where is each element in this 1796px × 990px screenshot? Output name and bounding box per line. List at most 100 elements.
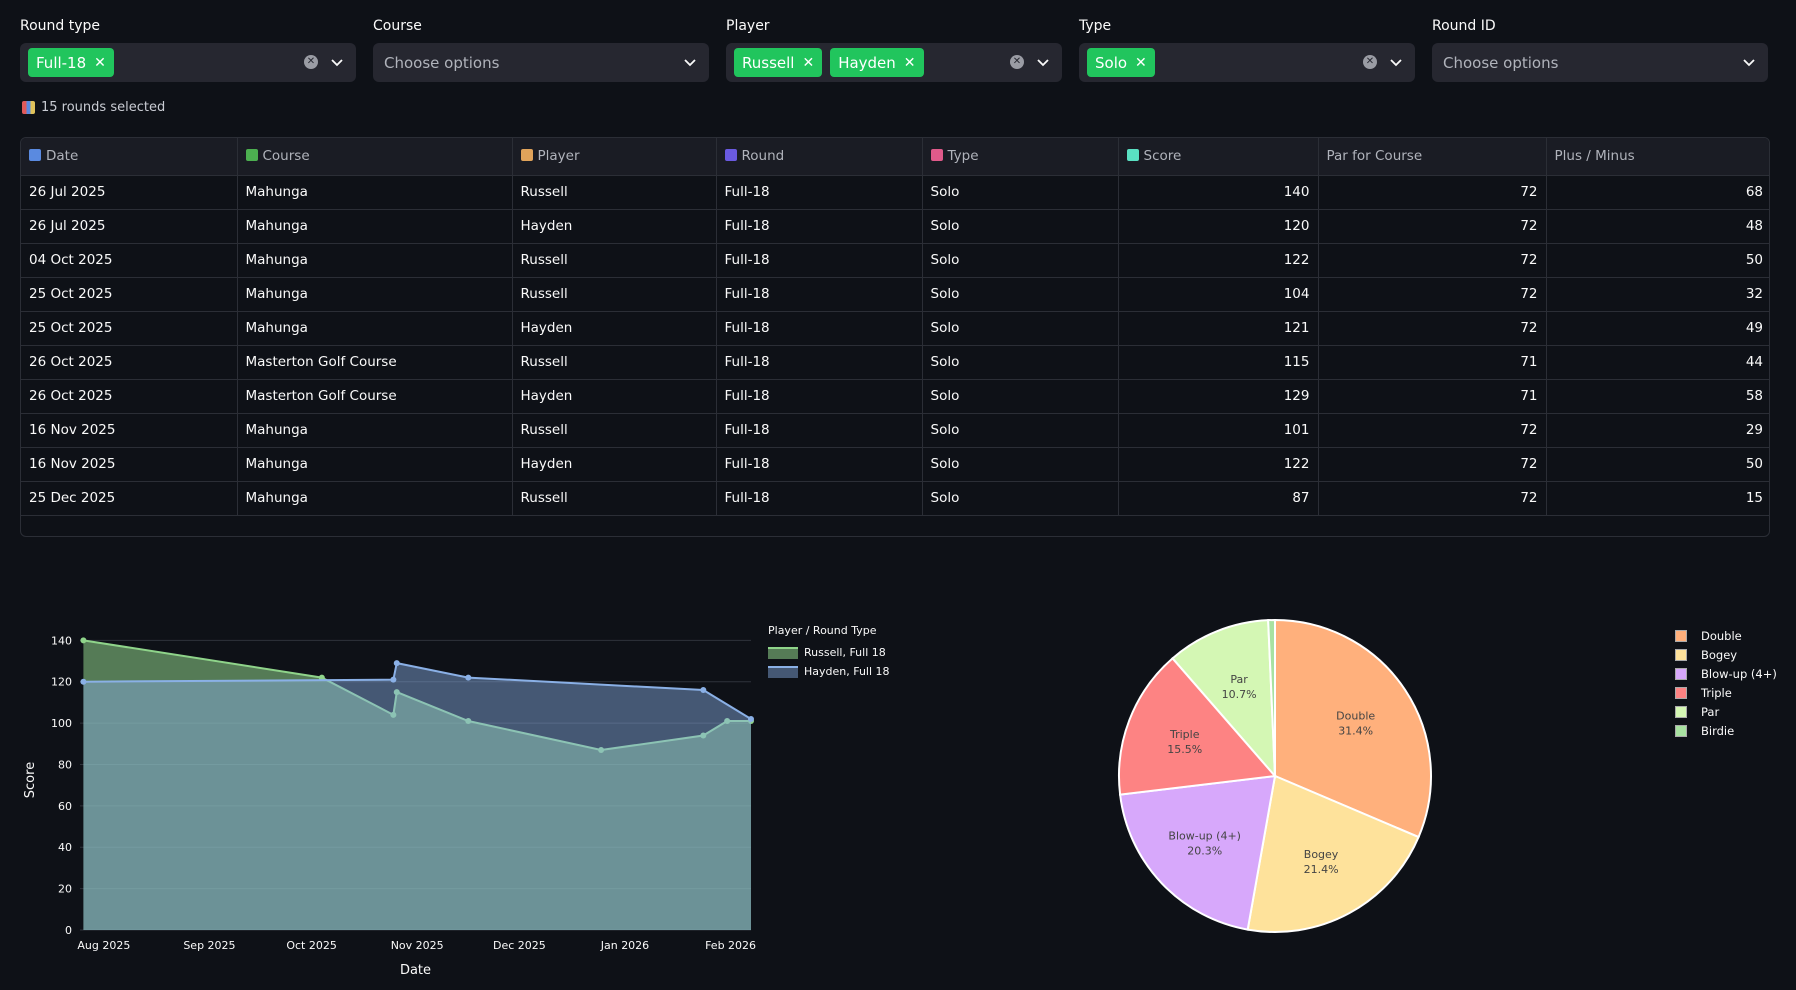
legend-item[interactable]: Birdie xyxy=(1675,721,1777,740)
chip-remove-icon[interactable]: ✕ xyxy=(903,54,916,71)
chevron-down-icon[interactable] xyxy=(1036,55,1050,69)
table-cell: 72 xyxy=(1318,209,1547,244)
table-cell: Russell xyxy=(512,175,717,210)
chip-label: Solo xyxy=(1095,53,1128,72)
table-row[interactable]: 25 Dec 2025 Mahunga Russell Full-18 Solo 87 72… xyxy=(21,481,1769,516)
table-cell: 26 Oct 2025 xyxy=(21,379,238,414)
legend-title: Player / Round Type xyxy=(768,624,877,637)
pie-slice[interactable] xyxy=(1267,618,1276,777)
column-header[interactable]: Type xyxy=(922,138,1119,176)
table-row[interactable]: 26 Jul 2025 Mahunga Hayden Full-18 Solo 120 72… xyxy=(21,209,1769,244)
pie-slice[interactable] xyxy=(1274,618,1432,839)
table-row[interactable]: 16 Nov 2025 Mahunga Russell Full-18 Solo 101 7… xyxy=(21,413,1769,448)
table-cell: Full-18 xyxy=(716,481,923,516)
legend-item[interactable]: Double xyxy=(1675,626,1777,645)
chip-remove-icon[interactable]: ✕ xyxy=(94,54,106,71)
series-point xyxy=(390,711,397,718)
legend-swatch xyxy=(1675,667,1687,680)
column-header[interactable]: Score xyxy=(1118,138,1319,176)
column-emoji-icon xyxy=(1126,149,1139,162)
chevron-down-icon[interactable] xyxy=(1742,55,1756,69)
legend-swatch xyxy=(1675,705,1687,718)
pie-slice[interactable] xyxy=(1118,656,1277,796)
column-header-label: Player xyxy=(537,148,580,165)
column-header[interactable]: Date xyxy=(21,138,238,176)
x-tick-label: Feb 2026 xyxy=(705,939,756,952)
table-row[interactable]: 25 Oct 2025 Mahunga Hayden Full-18 Solo 121 72… xyxy=(21,311,1769,346)
table-cell: Mahunga xyxy=(237,413,513,448)
select-placeholder: Choose options xyxy=(384,53,500,72)
legend-item[interactable]: Triple xyxy=(1675,683,1777,702)
table-cell: Mahunga xyxy=(237,447,513,482)
column-header[interactable]: Course xyxy=(237,138,513,176)
legend-item[interactable]: Bogey xyxy=(1675,645,1777,664)
column-header[interactable]: Plus / Minus xyxy=(1546,138,1769,176)
table-cell: Russell xyxy=(512,345,717,380)
multiselect-input[interactable]: Choose options xyxy=(1432,43,1768,82)
pie-slice[interactable] xyxy=(1171,619,1277,779)
pie-slice[interactable] xyxy=(1118,774,1277,931)
table-cell: Full-18 xyxy=(716,277,923,312)
selected-chip: Russell ✕ xyxy=(734,48,823,77)
table-row[interactable]: 26 Oct 2025 Masterton Golf Course Hayden Fu… xyxy=(21,379,1769,414)
column-header-label: Course xyxy=(262,148,310,165)
legend-item[interactable]: Blow-up (4+) xyxy=(1675,664,1777,683)
legend-item[interactable]: Hayden, Full 18 xyxy=(768,662,890,681)
table-cell: 44 xyxy=(1546,345,1769,380)
table-cell: 32 xyxy=(1546,277,1769,312)
legend-item[interactable]: Russell, Full 18 xyxy=(768,643,890,662)
column-header-label: Round xyxy=(741,148,785,165)
slice-percent: 10.7% xyxy=(1222,688,1257,701)
chevron-down-icon[interactable] xyxy=(683,55,697,69)
selected-chip: Full-18 ✕ xyxy=(28,48,114,77)
table-row[interactable]: 26 Oct 2025 Masterton Golf Course Russell F… xyxy=(21,345,1769,380)
column-header-label: Type xyxy=(947,148,979,165)
table-cell: 115 xyxy=(1118,345,1319,380)
table-cell: Hayden xyxy=(512,311,717,346)
table-cell: Solo xyxy=(922,379,1119,414)
series-area xyxy=(83,640,752,930)
table-row[interactable]: 04 Oct 2025 Mahunga Russell Full-18 Solo 122 7… xyxy=(21,243,1769,278)
x-tick-label: Dec 2025 xyxy=(493,939,546,952)
legend-item[interactable]: Par xyxy=(1675,702,1777,721)
table-cell: Mahunga xyxy=(237,209,513,244)
clear-icon[interactable]: ✕ xyxy=(1363,55,1377,69)
table-row[interactable]: 25 Oct 2025 Mahunga Russell Full-18 Solo 104 7… xyxy=(21,277,1769,312)
column-emoji-icon xyxy=(724,149,737,162)
clear-icon[interactable]: ✕ xyxy=(1010,55,1024,69)
table-cell: Masterton Golf Course xyxy=(237,379,513,414)
column-header[interactable]: Round xyxy=(716,138,923,176)
multiselect-input[interactable]: Choose options xyxy=(373,43,709,82)
filter-label: Round type xyxy=(20,18,101,34)
x-tick-label: Aug 2025 xyxy=(77,939,130,952)
chip-remove-icon[interactable]: ✕ xyxy=(802,54,815,71)
column-header-label: Date xyxy=(46,148,79,165)
line-chart-legend: Player / Round Type Russell, Full 18 Hayde… xyxy=(768,624,890,681)
table-cell: 122 xyxy=(1118,243,1319,278)
legend-swatch xyxy=(768,665,798,678)
pie-slice[interactable] xyxy=(1246,774,1420,933)
table-row[interactable]: 16 Nov 2025 Mahunga Hayden Full-18 Solo 122 72… xyxy=(21,447,1769,482)
column-header-label: Plus / Minus xyxy=(1554,148,1635,165)
table-cell: 121 xyxy=(1118,311,1319,346)
chip-remove-icon[interactable]: ✕ xyxy=(1135,54,1147,71)
multiselect-input[interactable]: Russell ✕ Hayden ✕ ✕ xyxy=(726,43,1062,82)
multiselect-input[interactable]: Full-18 ✕ ✕ xyxy=(20,43,356,82)
table-cell: Russell xyxy=(512,481,717,516)
table-row[interactable]: 26 Jul 2025 Mahunga Russell Full-18 Solo 140 7… xyxy=(21,175,1769,210)
legend-swatch xyxy=(1675,629,1687,642)
column-header[interactable]: Player xyxy=(512,138,717,176)
chevron-down-icon[interactable] xyxy=(330,55,344,69)
series-point xyxy=(80,678,87,685)
table-cell: 26 Jul 2025 xyxy=(21,209,238,244)
table-cell: 58 xyxy=(1546,379,1769,414)
table-cell: 16 Nov 2025 xyxy=(21,413,238,448)
legend-label: Russell, Full 18 xyxy=(804,646,886,659)
chevron-down-icon[interactable] xyxy=(1389,55,1403,69)
multiselect-input[interactable]: Solo ✕ ✕ xyxy=(1079,43,1415,82)
clear-icon[interactable]: ✕ xyxy=(304,55,318,69)
y-tick-label: 140 xyxy=(51,634,72,647)
table-cell: 26 Jul 2025 xyxy=(21,175,238,210)
column-header[interactable]: Par for Course xyxy=(1318,138,1547,176)
rounds-table[interactable]: Date Course Player Round Type Score Par for Co… xyxy=(20,137,1770,537)
